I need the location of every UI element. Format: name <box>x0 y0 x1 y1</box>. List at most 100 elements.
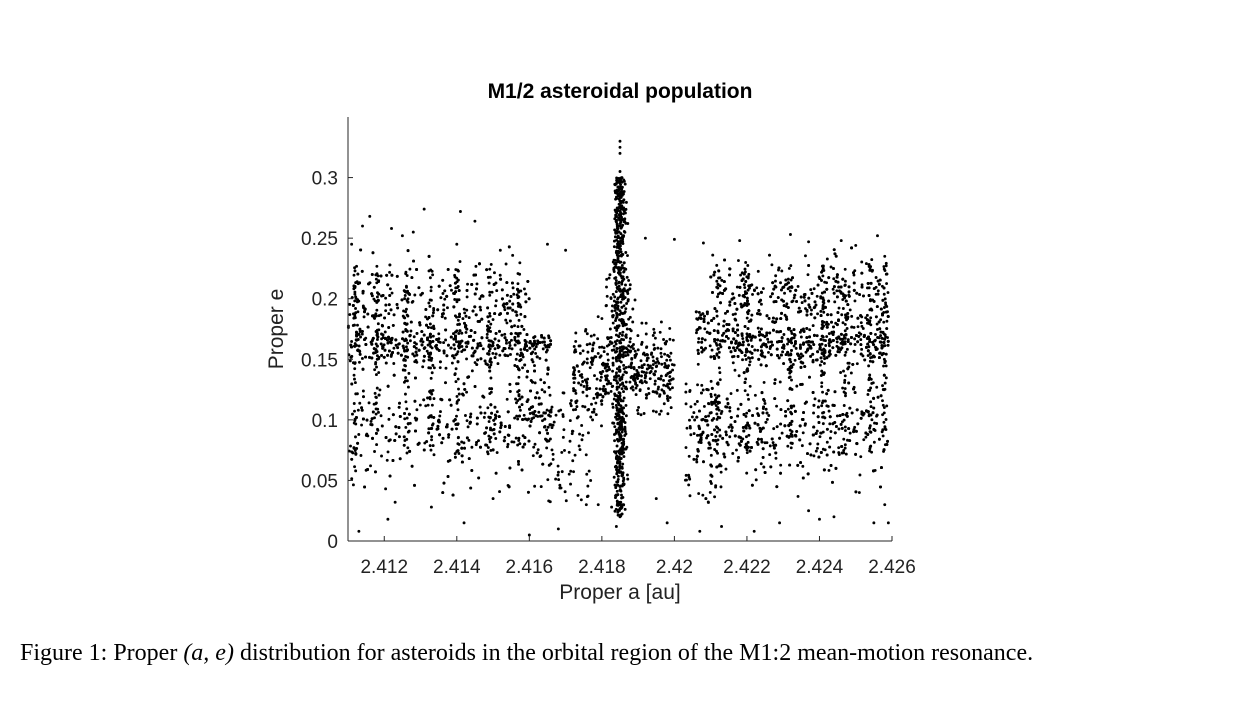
scatter-point <box>832 330 836 334</box>
scatter-point <box>533 364 536 368</box>
scatter-point <box>697 337 701 340</box>
scatter-point <box>821 305 825 309</box>
scatter-point <box>488 369 492 373</box>
scatter-point <box>391 323 395 327</box>
scatter-point <box>795 300 799 303</box>
scatter-point <box>499 421 503 425</box>
scatter-point <box>453 418 457 422</box>
scatter-point <box>788 375 792 379</box>
scatter-point <box>458 329 462 333</box>
scatter-point <box>811 352 815 356</box>
scatter-point <box>786 337 790 341</box>
scatter-point <box>506 445 509 449</box>
scatter-point <box>615 359 619 363</box>
scatter-point <box>786 287 790 291</box>
scatter-point <box>427 358 431 362</box>
scatter-point <box>711 291 714 294</box>
scatter-point <box>859 338 863 342</box>
scatter-point <box>479 357 483 361</box>
scatter-point <box>379 342 383 346</box>
scatter-point <box>384 303 388 307</box>
scatter-point <box>837 446 841 450</box>
scatter-point <box>776 296 780 299</box>
scatter-point <box>872 396 876 400</box>
scatter-point <box>527 439 531 443</box>
scatter-point <box>376 322 380 326</box>
scatter-point <box>455 427 458 431</box>
scatter-point <box>850 411 854 415</box>
scatter-point <box>432 453 436 457</box>
scatter-point <box>410 276 414 280</box>
scatter-point <box>831 480 834 484</box>
scatter-point <box>860 410 864 414</box>
scatter-point <box>431 388 435 392</box>
scatter-point <box>844 452 848 456</box>
scatter-point <box>700 337 704 341</box>
scatter-point <box>878 327 882 331</box>
scatter-point <box>721 436 725 440</box>
scatter-point <box>886 521 890 525</box>
scatter-point <box>665 521 669 525</box>
scatter-point <box>352 446 356 450</box>
scatter-point <box>354 338 358 342</box>
scatter-point <box>628 340 632 344</box>
scatter-point <box>406 422 410 426</box>
scatter-point <box>533 381 537 385</box>
scatter-point <box>361 389 365 393</box>
scatter-point <box>806 452 809 456</box>
scatter-point <box>406 289 409 293</box>
scatter-point <box>718 343 722 347</box>
scatter-point <box>412 345 416 349</box>
scatter-point <box>529 352 533 356</box>
scatter-point <box>862 438 866 442</box>
scatter-point <box>786 399 790 403</box>
scatter-point <box>827 299 831 303</box>
scatter-point <box>722 280 726 284</box>
scatter-point <box>773 279 777 283</box>
scatter-point <box>435 346 439 350</box>
scatter-point <box>467 438 471 442</box>
scatter-point <box>620 430 624 434</box>
scatter-point <box>538 356 542 360</box>
scatter-point <box>845 318 848 322</box>
scatter-point <box>735 448 738 452</box>
scatter-point <box>847 381 851 385</box>
scatter-point <box>374 431 378 435</box>
scatter-point <box>495 289 499 293</box>
scatter-point <box>823 399 827 403</box>
scatter-point <box>745 332 749 336</box>
scatter-point <box>447 435 450 439</box>
scatter-point <box>882 265 886 268</box>
scatter-point <box>622 437 626 441</box>
scatter-point <box>754 478 758 482</box>
scatter-point <box>457 340 461 344</box>
scatter-point <box>758 330 761 334</box>
scatter-point <box>739 402 743 406</box>
scatter-point <box>867 286 871 290</box>
scatter-point <box>614 290 618 294</box>
scatter-point <box>489 376 493 380</box>
scatter-point <box>802 411 806 414</box>
scatter-point <box>764 407 768 411</box>
scatter-point <box>384 487 388 491</box>
scatter-point <box>464 414 467 417</box>
scatter-point <box>799 365 803 369</box>
scatter-point <box>491 341 495 345</box>
scatter-point <box>818 346 822 349</box>
scatter-point <box>518 261 522 265</box>
scatter-point <box>403 412 406 415</box>
scatter-point <box>784 353 788 357</box>
scatter-point <box>390 273 394 277</box>
scatter-point <box>697 340 700 344</box>
scatter-point <box>867 345 871 349</box>
scatter-point <box>413 341 417 345</box>
scatter-point <box>618 309 622 313</box>
scatter-point <box>387 337 391 340</box>
scatter-point <box>443 289 447 293</box>
scatter-point <box>508 382 512 386</box>
scatter-point <box>371 436 374 440</box>
scatter-point <box>611 321 615 325</box>
scatter-point <box>879 340 883 344</box>
scatter-point <box>376 274 380 278</box>
scatter-point <box>784 315 788 319</box>
